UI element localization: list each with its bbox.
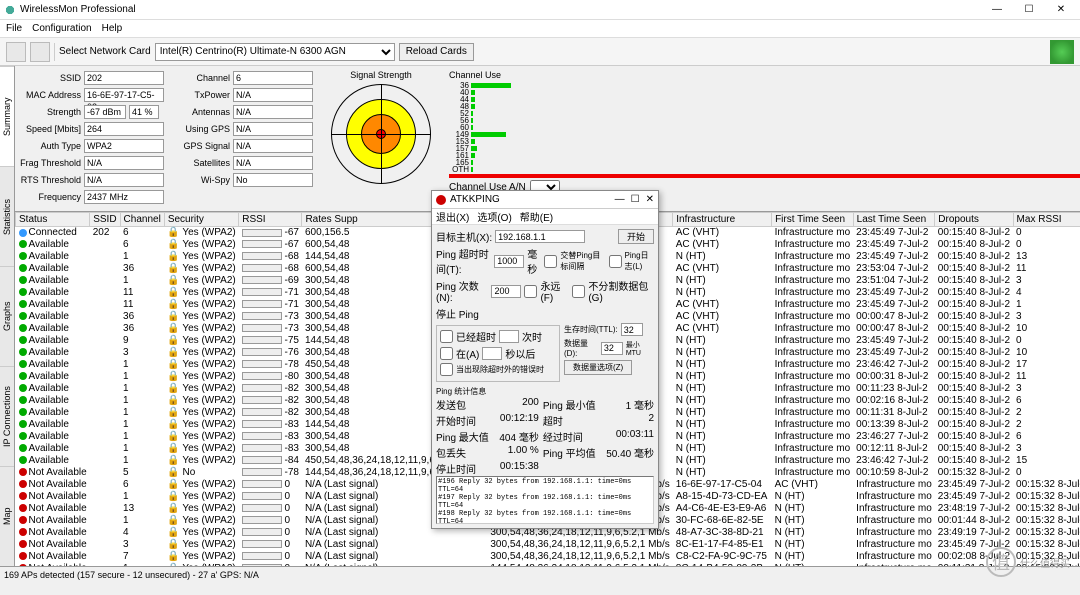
min-button[interactable]: — (982, 2, 1012, 18)
reload-button[interactable]: Reload Cards (399, 43, 474, 61)
popup-close[interactable]: ✕ (646, 194, 654, 205)
netcard-label: Select Network Card (59, 46, 151, 57)
dataopt-button[interactable]: 数据量选项(Z) (564, 360, 632, 375)
chk-log[interactable] (609, 255, 622, 268)
popup-min[interactable]: — (615, 194, 625, 205)
app-title: WirelessMon Professional (20, 4, 136, 15)
tab-map[interactable]: Map (0, 466, 14, 566)
table-row[interactable]: Not Available1🔒 Yes (WPA2) 0N/A (Last si… (16, 563, 1080, 567)
stop-label: 停止 Ping (436, 306, 479, 321)
tab-graphs[interactable]: Graphs (0, 266, 14, 366)
netcard-select[interactable]: Intel(R) Centrino(R) Ultimate-N 6300 AGN (155, 43, 395, 61)
chk-alt[interactable] (544, 255, 557, 268)
vertical-tabs: Summary Statistics Graphs IP Connections… (0, 66, 15, 566)
tb-save-icon[interactable] (30, 42, 50, 62)
menubar: File Configuration Help (0, 20, 1080, 38)
toolbar: Select Network Card Intel(R) Centrino(R)… (0, 38, 1080, 66)
channel-use: Channel Use 3640444852566014915315716116… (449, 70, 1080, 207)
target-input[interactable] (495, 230, 585, 243)
ping-popup: ATKKPING — ☐ ✕ 退出(X) 选项(O) 帮助(E) 目标主机(X)… (431, 190, 659, 529)
popup-menu-opt[interactable]: 选项(O) (477, 209, 511, 224)
watermark: 值 什么值得买 (986, 547, 1070, 577)
popup-title: ATKKPING (450, 194, 500, 205)
popup-max[interactable]: ☐ (631, 194, 640, 205)
max-button[interactable]: ☐ (1014, 2, 1044, 18)
popup-menu-help[interactable]: 帮助(E) (520, 209, 553, 224)
tab-ipconn[interactable]: IP Connections (0, 366, 14, 466)
tab-statistics[interactable]: Statistics (0, 166, 14, 266)
popup-menu-exit[interactable]: 退出(X) (436, 209, 469, 224)
tb-open-icon[interactable] (6, 42, 26, 62)
timeout-input[interactable] (494, 255, 524, 268)
chk-forever[interactable] (524, 285, 537, 298)
menu-file[interactable]: File (6, 23, 22, 34)
statusbar: 169 APs detected (157 secure - 12 unsecu… (0, 566, 1080, 582)
menu-help[interactable]: Help (102, 23, 123, 34)
table-row[interactable]: Not Available7🔒 Yes (WPA2) 0N/A (Last si… (16, 551, 1080, 563)
titlebar: WirelessMon Professional — ☐ ✕ (0, 0, 1080, 20)
count-input[interactable] (491, 285, 521, 298)
signal-radar: Signal Strength (321, 70, 441, 207)
chk-nofrag[interactable] (572, 285, 585, 298)
app-icon (4, 4, 16, 16)
globe-icon[interactable] (1050, 40, 1074, 64)
menu-config[interactable]: Configuration (32, 23, 91, 34)
ping-log: #196 Reply 32 bytes from 192.168.1.1: ti… (436, 476, 654, 524)
table-row[interactable]: Not Available3🔒 Yes (WPA2) 0N/A (Last si… (16, 539, 1080, 551)
start-button[interactable]: 开始 (618, 229, 654, 244)
close-button[interactable]: ✕ (1046, 2, 1076, 18)
tab-summary[interactable]: Summary (0, 66, 14, 166)
popup-icon (436, 195, 446, 205)
